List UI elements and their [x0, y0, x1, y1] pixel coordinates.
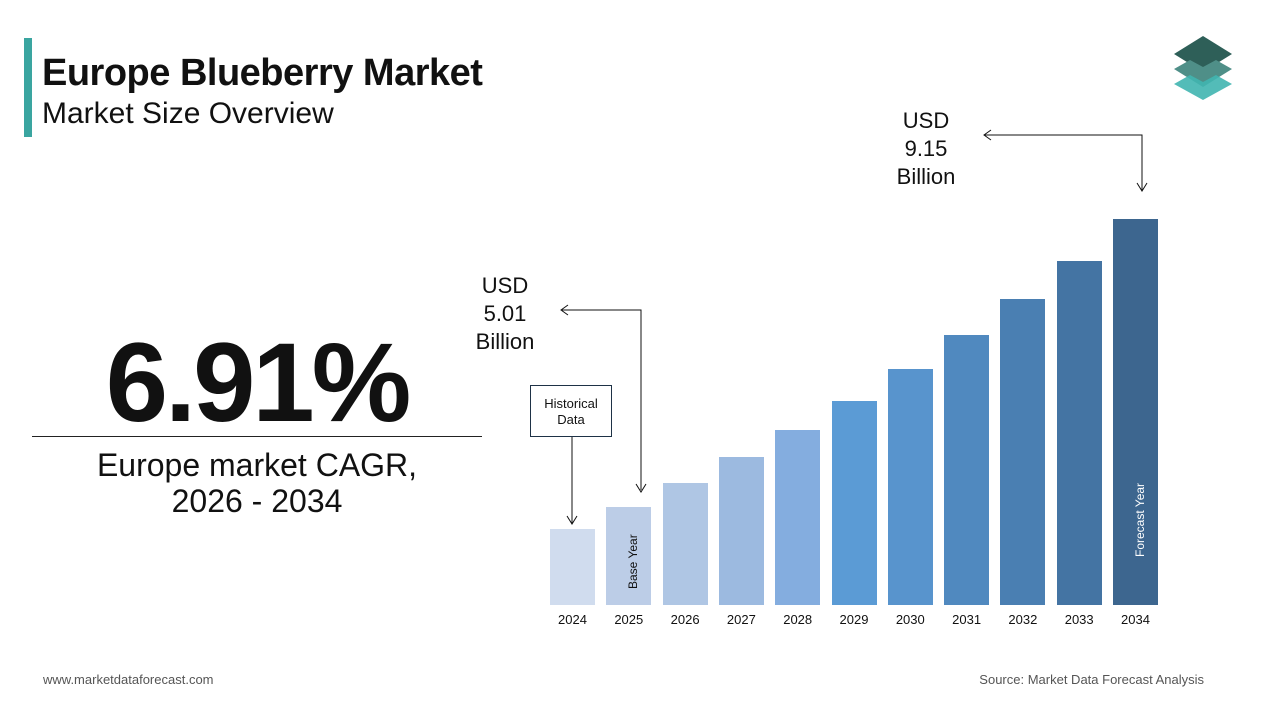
x-tick-label: 2034	[1121, 612, 1150, 627]
base-year-label: Base Year	[626, 534, 640, 589]
title-accent-bar	[24, 38, 32, 137]
cagr-label-line2: 2026 - 2034	[171, 483, 343, 519]
start-value-annotation: USD 5.01 Billion	[460, 272, 550, 356]
bar-2032	[1000, 299, 1046, 605]
end-value-currency: USD	[902, 108, 950, 133]
bar-2030	[887, 369, 933, 605]
page-subtitle: Market Size Overview	[42, 97, 334, 130]
start-value-unit: Billion	[475, 329, 535, 354]
bar-2025	[606, 507, 652, 605]
bar-2031	[944, 335, 990, 605]
arrow-down-icon	[1136, 182, 1148, 192]
x-tick-label: 2028	[783, 612, 813, 627]
end-value-connector	[984, 134, 1143, 190]
start-value-connector	[562, 309, 642, 490]
bar-2026	[662, 483, 708, 605]
end-value-unit: Billion	[896, 164, 956, 189]
x-tick-label: 2031	[952, 612, 982, 627]
historical-data-box: Historical Data	[530, 385, 612, 437]
cagr-label-line1: Europe market CAGR,	[96, 447, 418, 483]
x-tick-label: 2032	[1008, 612, 1038, 627]
arrow-down-icon	[635, 483, 647, 493]
start-value-number: 5.01	[483, 301, 527, 326]
arrow-left-icon	[983, 129, 992, 141]
bar-2024	[550, 529, 595, 605]
end-value-annotation: USD 9.15 Billion	[881, 107, 971, 191]
x-tick-label: 2025	[614, 612, 644, 627]
forecast-year-label: Forecast Year	[1133, 482, 1147, 557]
divider	[32, 436, 482, 437]
arrows	[560, 129, 1148, 525]
arrow-left-icon	[560, 304, 569, 316]
cagr-value: 6.91%	[105, 320, 412, 445]
logo-icon	[1174, 36, 1232, 100]
x-tick-label: 2026	[670, 612, 700, 627]
bar-2029	[831, 401, 877, 605]
bar-2033	[1056, 261, 1102, 605]
arrow-down-icon	[566, 515, 578, 525]
source-note: Source: Market Data Forecast Analysis	[979, 672, 1204, 687]
x-tick-label: 2033	[1064, 612, 1094, 627]
cagr-label: Europe market CAGR, 2026 - 2034	[32, 447, 482, 519]
bar-2034	[1113, 219, 1158, 605]
website-url[interactable]: www.marketdataforecast.com	[43, 672, 214, 687]
x-tick-label: 2029	[839, 612, 869, 627]
start-value-currency: USD	[481, 273, 529, 298]
x-tick-label: 2030	[895, 612, 925, 627]
end-value-number: 9.15	[904, 136, 948, 161]
x-tick-label: 2024	[558, 612, 587, 627]
bar-2028	[775, 430, 821, 605]
page-title: Europe Blueberry Market	[42, 52, 483, 94]
x-tick-label: 2027	[726, 612, 756, 627]
bar-2027	[718, 457, 764, 605]
